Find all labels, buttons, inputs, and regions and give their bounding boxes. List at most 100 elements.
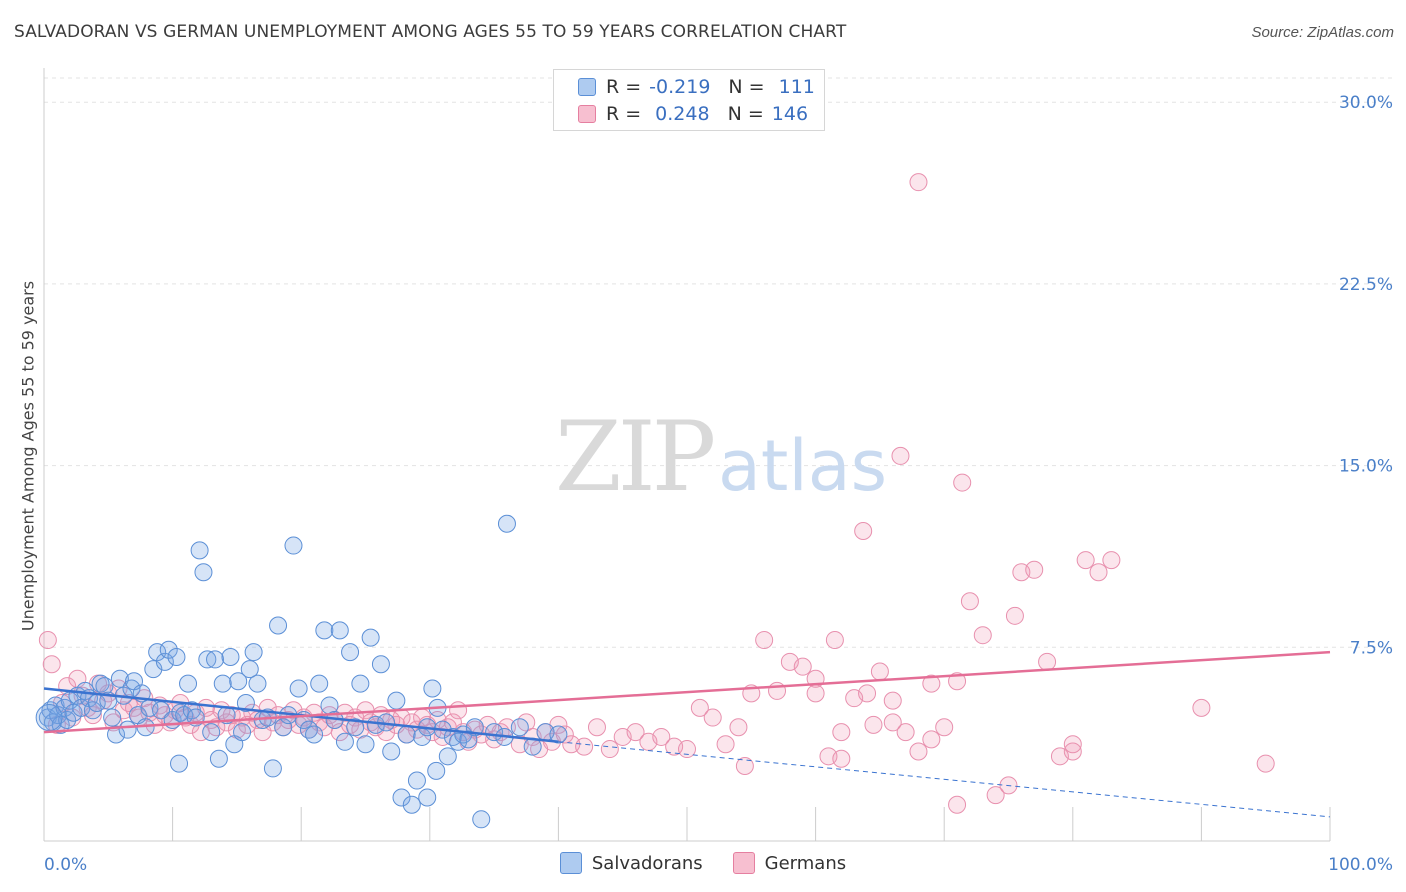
- watermark: ZIP atlas: [555, 401, 887, 513]
- legend-swatch-salvadorans: [578, 78, 596, 96]
- data-point-germans: [716, 735, 735, 754]
- data-point-salvadorans: [209, 749, 228, 768]
- data-point-salvadorans: [289, 679, 308, 698]
- series-legend-salvadorans[interactable]: Salvadorans: [559, 852, 703, 874]
- data-point-salvadorans: [510, 718, 529, 737]
- data-point-salvadorans: [110, 669, 129, 688]
- data-point-salvadorans: [427, 761, 446, 780]
- trend-line-salvadorans-extrapolated: [558, 741, 1331, 818]
- legend-row-germans: R = 0.248 N = 146: [578, 101, 808, 127]
- data-point-salvadorans: [155, 652, 174, 671]
- data-point-germans: [909, 742, 928, 761]
- data-point-salvadorans: [148, 643, 167, 662]
- data-point-germans: [1089, 563, 1108, 582]
- legend-r-label: R =: [606, 103, 642, 125]
- correlation-legend: R = -0.219 N = 111 R = 0.248 N = 146: [553, 69, 825, 131]
- data-point-salvadorans: [351, 674, 370, 693]
- data-point-salvadorans: [202, 723, 221, 742]
- y-tick-labels: 7.5% 15.0% 22.5% 30.0%: [1339, 93, 1393, 658]
- x-tick-label-min: 0.0%: [44, 855, 87, 875]
- data-point-salvadorans: [263, 759, 282, 778]
- data-point-salvadorans: [387, 691, 406, 710]
- data-point-salvadorans: [194, 563, 213, 582]
- data-point-germans: [864, 715, 883, 734]
- data-point-salvadorans: [472, 810, 491, 829]
- data-point-salvadorans: [299, 720, 318, 739]
- series-legend: Salvadorans Germans: [0, 852, 1406, 874]
- data-point-salvadorans: [236, 694, 255, 713]
- data-point-germans: [973, 626, 992, 645]
- legend-n-value: 146: [771, 103, 809, 125]
- series-label-salvadorans: Salvadorans: [591, 852, 703, 874]
- legend-row-salvadorans: R = -0.219 N = 111: [578, 74, 815, 100]
- data-point-germans: [870, 662, 889, 681]
- data-point-germans: [575, 737, 594, 756]
- data-point-salvadorans: [103, 708, 122, 727]
- legend-r-value: -0.219: [649, 76, 711, 98]
- data-point-germans: [1076, 551, 1095, 570]
- data-point-salvadorans: [284, 536, 303, 555]
- data-point-salvadorans: [305, 725, 324, 744]
- data-point-germans: [555, 725, 574, 744]
- data-point-germans: [1038, 652, 1057, 671]
- data-point-salvadorans: [118, 720, 137, 739]
- data-point-salvadorans: [179, 674, 198, 693]
- data-point-germans: [652, 727, 671, 746]
- data-point-salvadorans: [371, 655, 390, 674]
- data-point-germans: [953, 473, 972, 492]
- data-point-salvadorans: [167, 647, 186, 666]
- data-point-germans: [735, 757, 754, 776]
- series-swatch-salvadorans: [559, 852, 582, 874]
- data-point-germans: [729, 718, 748, 737]
- legend-r-label: R =: [606, 76, 642, 98]
- data-point-germans: [948, 795, 967, 814]
- data-point-salvadorans: [144, 660, 163, 679]
- data-point-germans: [678, 740, 696, 759]
- data-point-salvadorans: [58, 710, 77, 729]
- series-legend-germans[interactable]: Germans: [732, 852, 847, 874]
- data-point-germans: [883, 691, 902, 710]
- y-tick-label: 30.0%: [1339, 93, 1393, 113]
- data-point-germans: [690, 698, 709, 717]
- legend-n-label: N =: [728, 76, 765, 98]
- data-point-salvadorans: [330, 621, 349, 640]
- watermark-atlas: atlas: [718, 425, 887, 507]
- data-point-germans: [986, 786, 1005, 805]
- y-tick-label: 7.5%: [1350, 638, 1393, 658]
- legend-r-value: 0.248: [655, 103, 710, 125]
- data-point-germans: [755, 631, 774, 650]
- data-point-salvadorans: [190, 541, 209, 560]
- series-label-germans: Germans: [764, 852, 847, 874]
- legend-n-label: N =: [727, 103, 764, 125]
- data-point-germans: [1063, 742, 1082, 761]
- data-point-germans: [832, 749, 851, 768]
- data-point-germans: [626, 723, 645, 742]
- data-point-salvadorans: [397, 725, 416, 744]
- data-point-salvadorans: [438, 747, 457, 766]
- data-point-germans: [83, 706, 102, 725]
- data-point-germans: [832, 723, 851, 742]
- germans-points: [38, 173, 1275, 814]
- legend-n-value: 111: [778, 76, 815, 98]
- data-point-salvadorans: [407, 771, 426, 790]
- trend-lines: [43, 650, 1331, 818]
- data-point-salvadorans: [418, 788, 437, 807]
- data-point-salvadorans: [392, 788, 411, 807]
- data-point-salvadorans: [315, 621, 334, 640]
- y-tick-label: 15.0%: [1339, 457, 1393, 477]
- legend-swatch-germans: [578, 105, 596, 123]
- data-point-salvadorans: [356, 735, 375, 754]
- data-point-germans: [38, 631, 57, 650]
- data-point-germans: [896, 723, 915, 742]
- data-point-salvadorans: [341, 643, 360, 662]
- data-point-germans: [922, 674, 941, 693]
- data-point-germans: [1102, 551, 1121, 570]
- data-point-salvadorans: [170, 754, 189, 773]
- data-point-germans: [1005, 606, 1024, 625]
- data-point-salvadorans: [221, 647, 240, 666]
- series-swatch-germans: [732, 852, 755, 874]
- data-point-salvadorans: [335, 732, 354, 751]
- trend-line-germans: [43, 650, 1331, 734]
- data-point-germans: [449, 701, 468, 720]
- data-point-germans: [1025, 560, 1044, 579]
